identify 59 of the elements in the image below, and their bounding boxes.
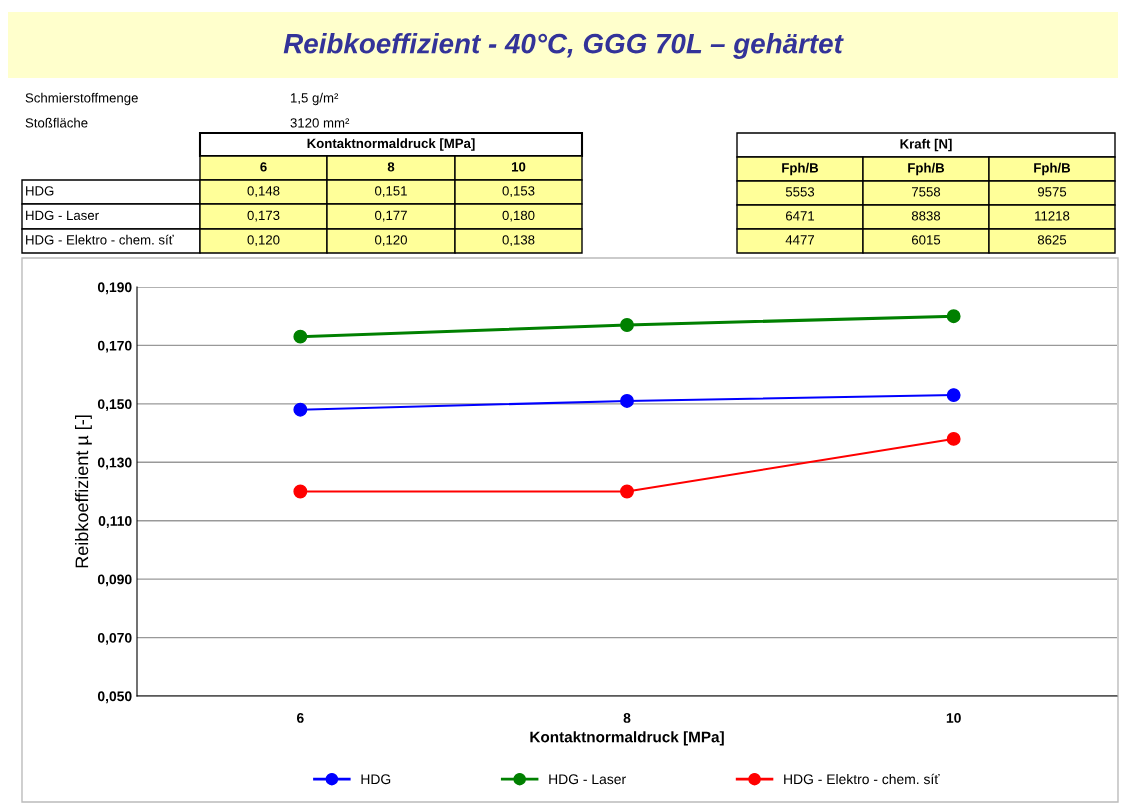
- category-label: 8: [387, 162, 395, 172]
- category-label: 10: [511, 162, 526, 172]
- legend-label: HDG - Elektro - chem. síť: [784, 773, 940, 785]
- series-label: HDG - Elektro - chem. síť: [26, 234, 174, 245]
- data-label: 8838: [911, 211, 941, 221]
- category-label: Fph/B: [1034, 162, 1071, 176]
- y-tick-label: 0,150: [97, 399, 132, 412]
- point: [946, 431, 961, 446]
- data-label: 0,177: [375, 210, 407, 222]
- point: [293, 402, 308, 417]
- category-label: Fph/B: [782, 162, 819, 176]
- point: [293, 329, 308, 344]
- x-tick-label: 10: [946, 713, 961, 723]
- y-tick-label: 0,090: [97, 574, 132, 587]
- x-tick-label: 6: [296, 713, 304, 723]
- text: HDG: [26, 186, 54, 196]
- text: Kraft [N]: [900, 138, 952, 152]
- data-label: 6015: [912, 235, 941, 245]
- y-tick-label: 0,170: [97, 340, 132, 353]
- data-label: 4477: [785, 235, 815, 245]
- legend-label: HDG - Laser: [549, 774, 626, 785]
- data-label: 11218: [1035, 211, 1070, 221]
- y-tick-label: 0,110: [98, 516, 132, 528]
- data-label: 0,173: [247, 210, 280, 222]
- y-tick-label: 0,070: [97, 632, 132, 645]
- text: Reibkoeffizient - 40°C, GGG 70L – gehärtet: [283, 33, 844, 59]
- x-tick-label: 8: [623, 713, 631, 723]
- y-tick-label: 0,130: [97, 457, 132, 470]
- y-tick-label: 0,190: [97, 282, 132, 295]
- category-label: Fph/B: [908, 162, 945, 176]
- data-label: 0,148: [247, 186, 280, 198]
- data-label: 0,120: [375, 235, 407, 247]
- y-tick-label: 0,050: [97, 691, 132, 704]
- category-label: 6: [260, 162, 267, 172]
- point: [293, 484, 308, 499]
- text: 1,5 g/m²: [291, 92, 339, 106]
- data-label: 0,151: [375, 186, 407, 198]
- y-axis-title: Reibkoeffizient µ [-]: [75, 415, 92, 568]
- data-label: 9575: [1037, 187, 1067, 197]
- data-label: 7558: [912, 187, 941, 197]
- point: [946, 309, 961, 324]
- point: [620, 393, 634, 408]
- text: Kontaktnormaldruck [MPa]: [307, 138, 475, 151]
- data-label: 0,180: [502, 210, 535, 222]
- text: HDG - Laser: [26, 210, 99, 221]
- text: 3120 mm²: [290, 118, 350, 128]
- point: [620, 318, 634, 332]
- data-label: 0,138: [502, 235, 535, 247]
- point: [620, 484, 634, 499]
- text: Schmierstoffmenge: [25, 92, 138, 106]
- data-label: 5553: [785, 187, 815, 197]
- data-label: 6471: [786, 211, 815, 221]
- data-label: 8625: [1037, 235, 1067, 245]
- x-axis-title: Kontaktnormaldruck [MPa]: [530, 731, 724, 746]
- text: Stoßfläche: [25, 117, 88, 128]
- legend-label: HDG: [361, 774, 391, 785]
- point: [946, 388, 961, 403]
- data-label: 0,153: [502, 186, 535, 198]
- data-label: 0,120: [247, 235, 280, 247]
